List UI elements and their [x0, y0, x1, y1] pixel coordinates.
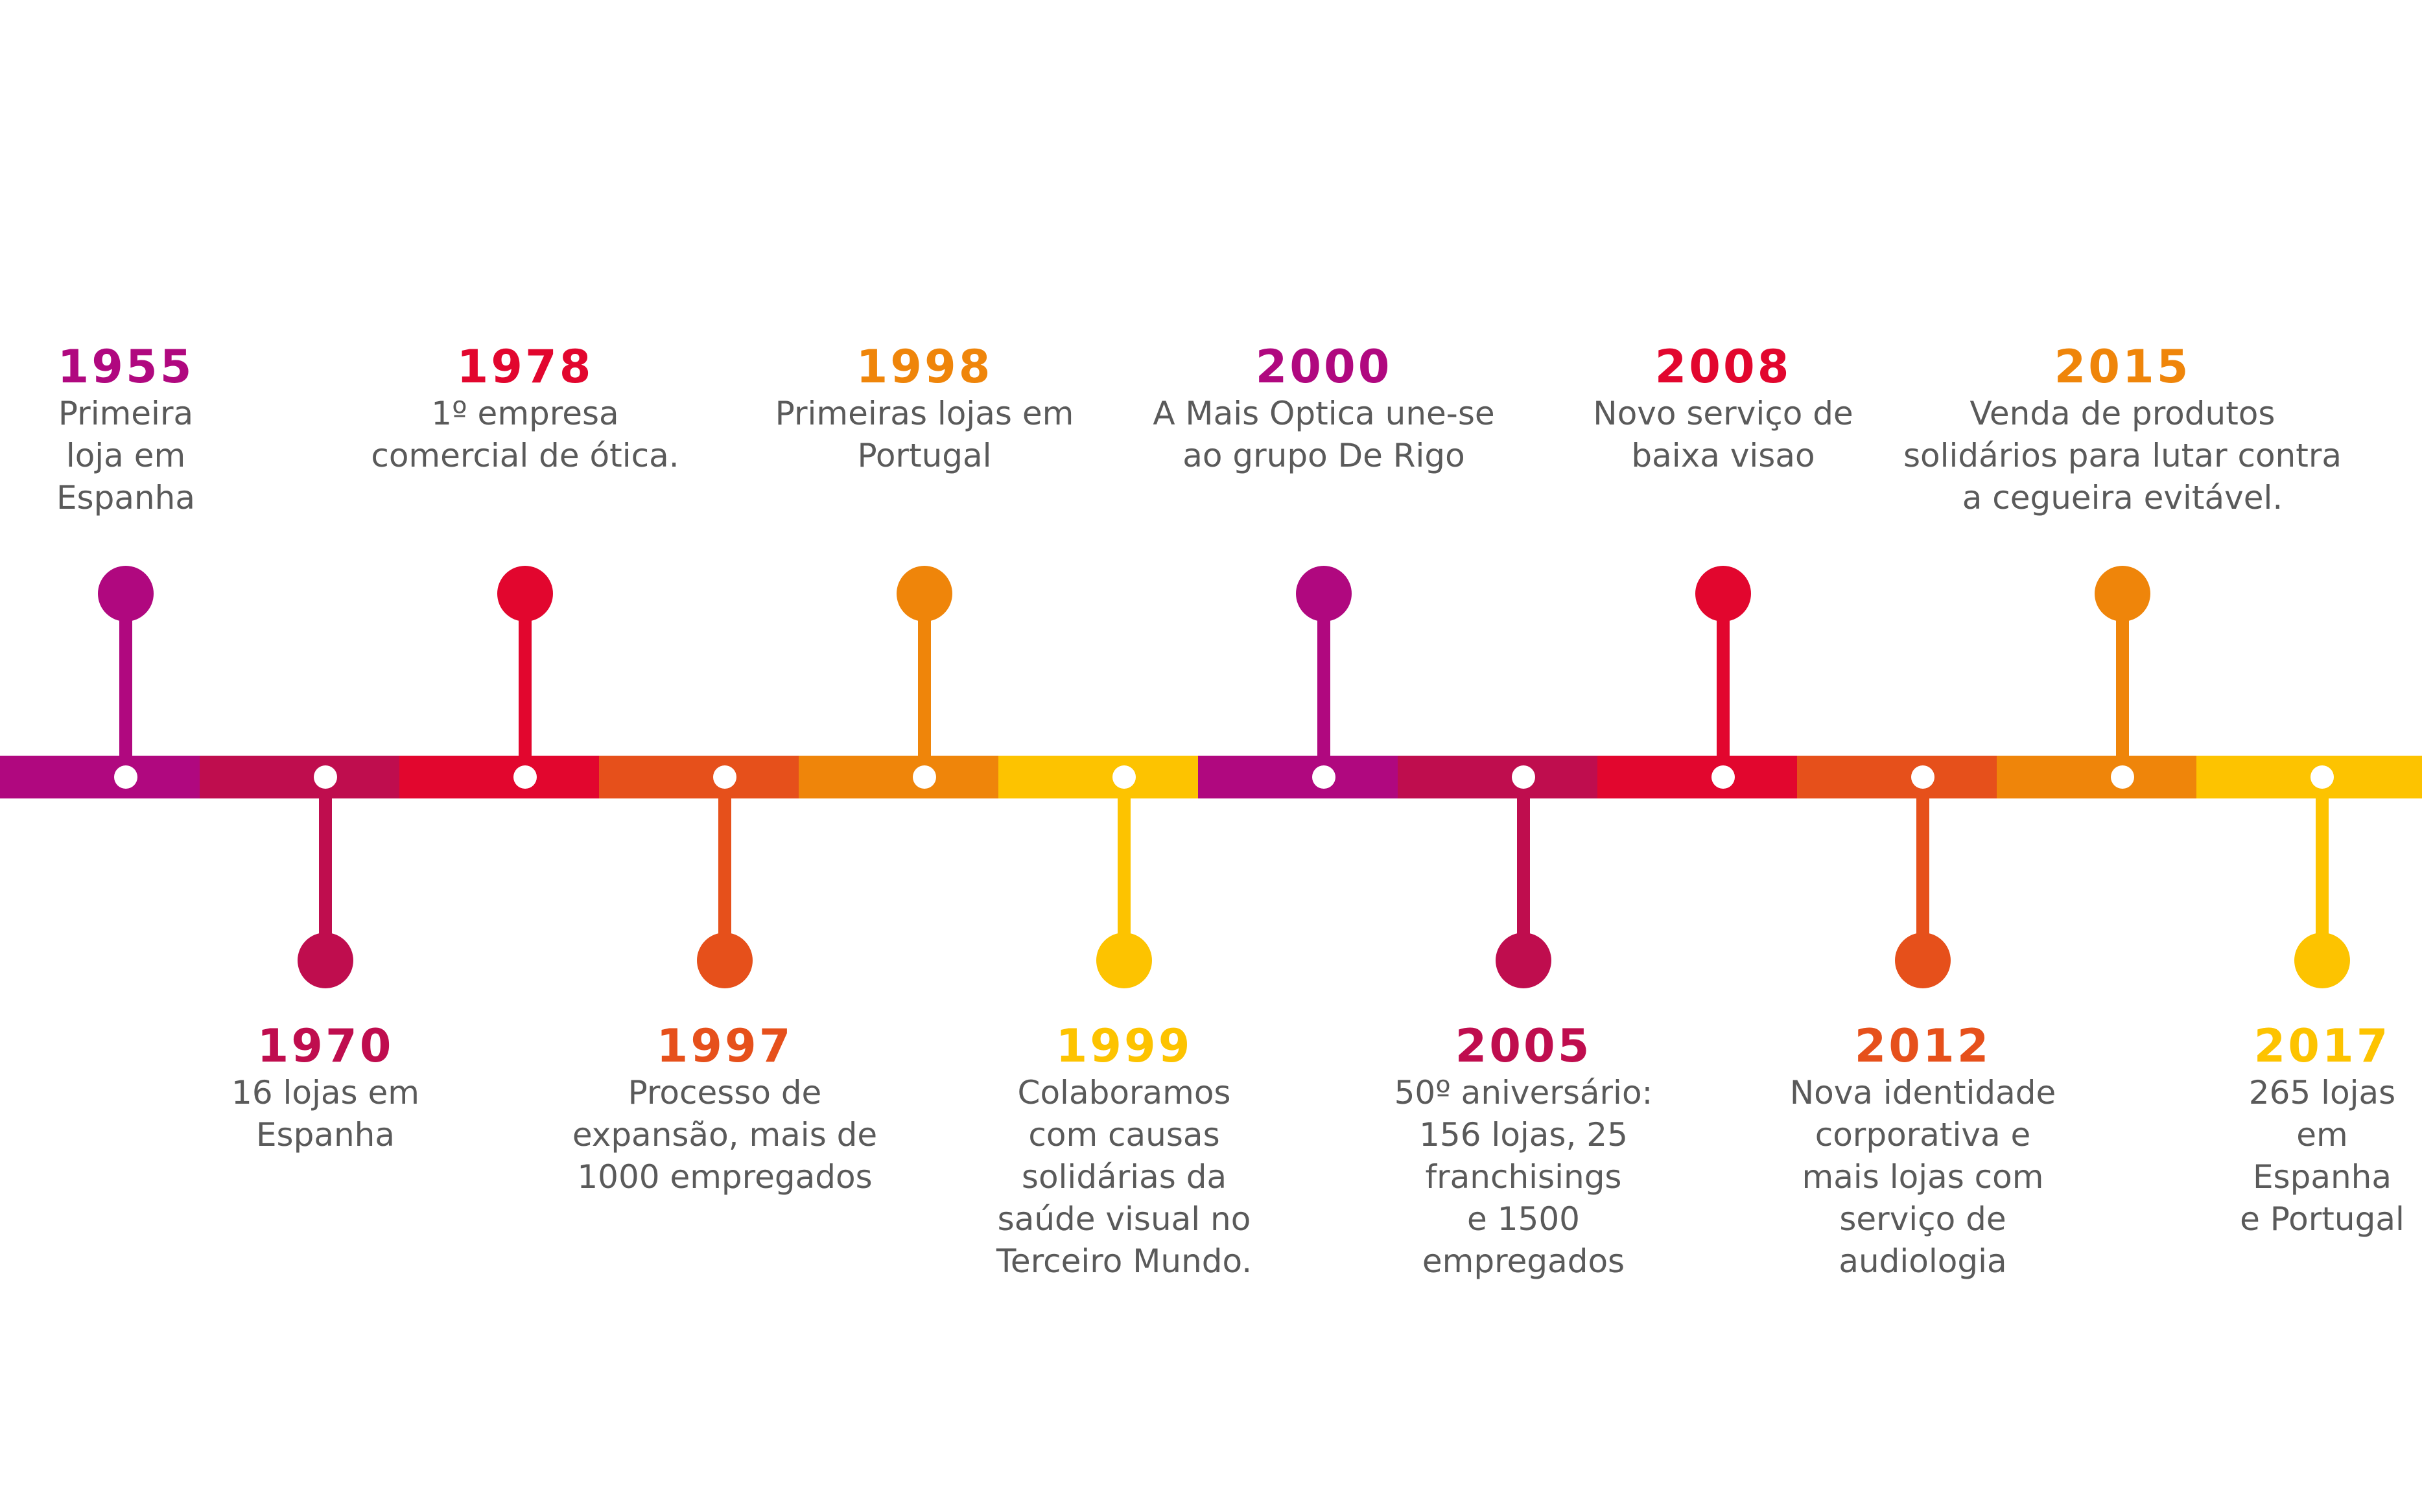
- timeline-event: 2005 50º aniversário: 156 lojas, 25 franc…: [1290, 1023, 1757, 1283]
- timeline-event: 2000 A Mais Optica une-se ao grupo De Rig…: [1090, 343, 1557, 477]
- timeline-node: [513, 765, 537, 789]
- event-description: 50º aniversário: 156 lojas, 25 franchisi…: [1394, 1074, 1653, 1280]
- timeline-marker-dot: [1895, 933, 1951, 988]
- timeline-event: 1999 Colaboramos com causas solidárias da…: [891, 1023, 1358, 1283]
- timeline-stem: [319, 777, 332, 960]
- timeline-marker-dot: [1695, 566, 1751, 622]
- timeline-event: 1978 1º empresa comercial de ótica.: [292, 343, 758, 477]
- timeline-event: 2017 265 lojas em Espanha e Portugal: [2222, 1023, 2422, 1240]
- event-description: Primeiras lojas em Portugal: [775, 395, 1074, 474]
- timeline-stem: [1717, 594, 1730, 777]
- timeline-node: [1711, 765, 1735, 789]
- timeline-event: 1955 Primeira loja em Espanha: [0, 343, 252, 519]
- timeline-node: [1112, 765, 1136, 789]
- timeline-bar-segment: [998, 756, 1198, 798]
- timeline-bar-segment: [1797, 756, 1997, 798]
- timeline-event: 1997 Processo de expansão, mais de 1000 e…: [491, 1023, 958, 1198]
- event-description: Novo serviço de baixa visao: [1593, 395, 1853, 474]
- timeline-marker-dot: [497, 566, 553, 622]
- timeline-stem: [2316, 777, 2329, 960]
- timeline-bar-segment: [200, 756, 399, 798]
- timeline-node: [1911, 765, 1934, 789]
- timeline-event: 2008 Novo serviço de baixa visao: [1490, 343, 1957, 477]
- event-year: 2000: [1255, 340, 1393, 393]
- event-year: 2012: [1854, 1019, 1992, 1073]
- event-year: 2017: [2253, 1019, 2391, 1073]
- timeline-stem: [2116, 594, 2129, 777]
- timeline-bar-segment: [0, 756, 200, 798]
- timeline-stem: [1317, 594, 1330, 777]
- event-year: 1970: [257, 1019, 394, 1073]
- timeline-bar-segment: [799, 756, 998, 798]
- timeline-node: [314, 765, 337, 789]
- event-year: 1997: [656, 1019, 794, 1073]
- event-description: 265 lojas em Espanha e Portugal: [2240, 1074, 2404, 1238]
- timeline-stem: [1118, 777, 1131, 960]
- timeline-stem: [1916, 777, 1929, 960]
- timeline-event: 1998 Primeiras lojas em Portugal: [691, 343, 1158, 477]
- event-description: 16 lojas em Espanha: [231, 1074, 419, 1154]
- timeline-bar-segment: [1198, 756, 1398, 798]
- timeline-marker-dot: [1096, 933, 1152, 988]
- event-description: Nova identidade corporativa e mais lojas…: [1789, 1074, 2056, 1280]
- event-year: 1998: [856, 340, 993, 393]
- event-description: 1º empresa comercial de ótica.: [371, 395, 679, 474]
- event-year: 2015: [2054, 340, 2191, 393]
- event-year: 1999: [1055, 1019, 1193, 1073]
- event-description: Primeira loja em Espanha: [56, 395, 196, 517]
- event-description: Colaboramos com causas solidárias da saú…: [996, 1074, 1252, 1280]
- event-description: Venda de produtos solidários para lutar …: [1903, 395, 2342, 517]
- timeline-event: 1970 16 lojas em Espanha: [92, 1023, 559, 1156]
- timeline-stem: [119, 594, 132, 777]
- event-description: Processo de expansão, mais de 1000 empre…: [572, 1074, 878, 1196]
- timeline-bar-segment: [1597, 756, 1797, 798]
- timeline-bar-segment: [399, 756, 599, 798]
- timeline-marker-dot: [1496, 933, 1551, 988]
- timeline-stem: [519, 594, 532, 777]
- timeline-node: [1512, 765, 1535, 789]
- timeline-node: [114, 765, 137, 789]
- timeline-node: [913, 765, 936, 789]
- event-year: 1955: [57, 340, 194, 393]
- timeline-node: [2111, 765, 2134, 789]
- timeline-marker-dot: [98, 566, 154, 622]
- event-description: A Mais Optica une-se ao grupo De Rigo: [1153, 395, 1495, 474]
- timeline-marker-dot: [1296, 566, 1352, 622]
- event-year: 2008: [1654, 340, 1792, 393]
- timeline-marker-dot: [697, 933, 753, 988]
- event-year: 1978: [456, 340, 594, 393]
- timeline-event: 2015 Venda de produtos solidários para lu…: [1889, 343, 2356, 519]
- timeline-marker-dot: [298, 933, 353, 988]
- timeline-stem: [1517, 777, 1530, 960]
- timeline-bar-segment: [599, 756, 799, 798]
- timeline-node: [2310, 765, 2334, 789]
- timeline-event: 2012 Nova identidade corporativa e mais l…: [1689, 1023, 2156, 1283]
- timeline-marker-dot: [2294, 933, 2350, 988]
- timeline-stem: [718, 777, 731, 960]
- timeline-node: [713, 765, 736, 789]
- timeline-bar-segment: [1398, 756, 1597, 798]
- timeline-stem: [918, 594, 931, 777]
- timeline-marker-dot: [897, 566, 952, 622]
- timeline-bar-segment: [2196, 756, 2422, 798]
- event-year: 2005: [1455, 1019, 1592, 1073]
- timeline-marker-dot: [2095, 566, 2150, 622]
- timeline-bar-segment: [1997, 756, 2196, 798]
- timeline-node: [1312, 765, 1335, 789]
